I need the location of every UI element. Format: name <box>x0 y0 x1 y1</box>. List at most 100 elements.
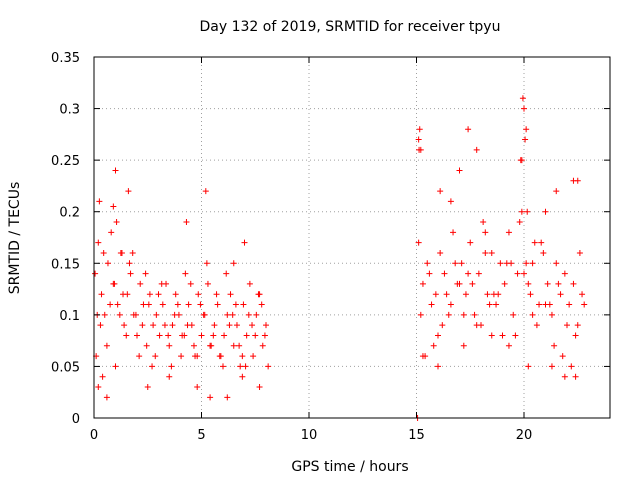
data-point <box>96 198 103 205</box>
data-point <box>473 322 480 329</box>
data-point <box>465 126 472 133</box>
data-point <box>121 322 128 329</box>
data-point <box>542 208 549 215</box>
data-point <box>548 311 555 318</box>
data-point <box>246 280 253 287</box>
data-point <box>110 203 117 210</box>
data-point <box>139 322 146 329</box>
data-point <box>178 353 185 360</box>
data-point <box>166 342 173 349</box>
data-point <box>522 136 529 143</box>
data-point <box>203 260 210 267</box>
data-point <box>224 394 231 401</box>
data-point <box>220 363 226 370</box>
data-point <box>137 280 144 287</box>
data-point <box>469 280 476 287</box>
x-tick-label: 15 <box>408 428 425 443</box>
y-tick-label: 0.35 <box>51 51 80 66</box>
data-point <box>467 239 474 246</box>
data-point <box>230 342 237 349</box>
data-point <box>174 301 181 308</box>
data-point <box>241 239 248 246</box>
data-point <box>134 332 140 339</box>
data-point <box>149 363 156 370</box>
data-point <box>416 126 423 133</box>
data-point <box>110 280 117 287</box>
data-point <box>226 322 233 329</box>
data-point <box>116 311 123 318</box>
data-point <box>521 270 527 277</box>
data-point <box>126 260 133 267</box>
data-point <box>112 167 119 174</box>
data-point <box>261 332 268 339</box>
data-point <box>508 260 515 267</box>
data-point <box>521 105 527 112</box>
data-point <box>229 311 236 318</box>
axis-ticks: 0 5 10 15 20 0 0.05 0.1 0.15 0.2 0.25 0.3 0.35 <box>51 51 610 443</box>
data-point <box>100 249 107 256</box>
x-tick-label: 0 <box>90 428 98 443</box>
data-point <box>171 311 178 318</box>
data-point <box>239 373 246 380</box>
data-point <box>566 301 573 308</box>
data-point <box>142 270 149 277</box>
data-point <box>239 353 246 360</box>
y-tick-label: 0 <box>72 412 80 427</box>
data-point <box>194 353 201 360</box>
data-point <box>156 332 163 339</box>
data-point <box>574 322 581 329</box>
data-point <box>456 167 463 174</box>
x-axis-label: GPS time / hours <box>291 459 408 475</box>
data-point <box>435 332 441 339</box>
data-point <box>523 260 530 267</box>
data-point <box>512 332 519 339</box>
data-point <box>243 332 250 339</box>
data-point <box>125 188 132 195</box>
data-point <box>214 301 221 308</box>
data-point <box>548 363 555 370</box>
data-point <box>452 260 459 267</box>
data-point <box>182 270 189 277</box>
data-point <box>576 249 583 256</box>
data-point <box>482 229 489 236</box>
data-point <box>480 219 487 226</box>
data-point <box>114 301 121 308</box>
data-point <box>120 291 127 298</box>
data-point <box>572 332 579 339</box>
data-point <box>430 342 437 349</box>
data-point <box>127 270 134 277</box>
data-point <box>103 342 110 349</box>
data-point <box>237 363 244 370</box>
data-point <box>493 301 500 308</box>
data-point <box>101 311 108 318</box>
data-point <box>460 311 467 318</box>
data-point <box>574 177 581 184</box>
data-point <box>510 311 517 318</box>
data-point <box>488 332 495 339</box>
data-point <box>424 260 431 267</box>
data-point <box>224 311 231 318</box>
data-point <box>150 322 157 329</box>
data-point <box>140 301 147 308</box>
data-point <box>437 188 444 195</box>
data-point <box>242 363 249 370</box>
data-point <box>250 353 257 360</box>
x-tick-label: 10 <box>301 428 318 443</box>
data-point <box>568 363 575 370</box>
data-point <box>159 301 166 308</box>
data-point <box>439 322 446 329</box>
data-point <box>460 342 467 349</box>
data-point <box>490 291 497 298</box>
data-point <box>256 384 263 391</box>
data-point <box>165 332 172 339</box>
data-point <box>236 342 243 349</box>
data-point <box>551 342 558 349</box>
data-point <box>518 208 525 215</box>
data-point <box>570 280 577 287</box>
data-point <box>447 198 454 205</box>
data-point <box>514 270 521 277</box>
data-point <box>553 260 560 267</box>
y-tick-label: 0.1 <box>59 309 80 324</box>
data-point <box>527 291 534 298</box>
data-point <box>113 219 120 226</box>
